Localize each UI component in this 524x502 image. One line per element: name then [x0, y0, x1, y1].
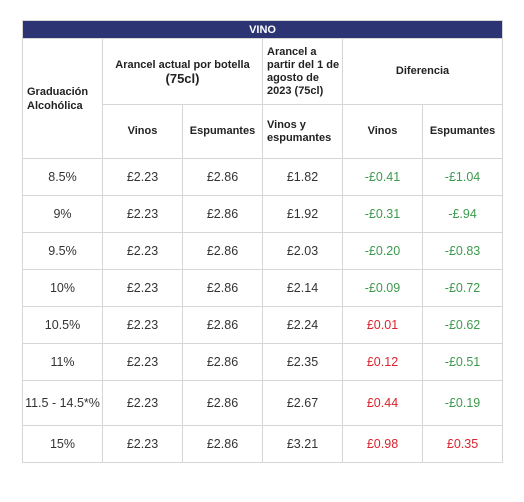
cell-vinos: £2.23 — [102, 195, 183, 233]
cell-espumantes: £2.86 — [182, 269, 263, 307]
cell-espumantes: £2.86 — [182, 232, 263, 270]
cell-arancel-nuevo: £1.92 — [262, 195, 343, 233]
cell-espumantes: £2.86 — [182, 425, 263, 463]
cell-graduacion: 11% — [22, 343, 103, 381]
cell-dif-espumantes: £0.35 — [421, 425, 504, 463]
cell-graduacion: 9% — [22, 195, 103, 233]
cell-dif-espumantes: -£1.04 — [421, 158, 504, 196]
header-arancel-actual-line2: (75cl) — [165, 70, 200, 86]
cell-espumantes: £2.86 — [182, 158, 263, 196]
cell-dif-vinos: -£0.20 — [342, 232, 423, 270]
cell-dif-espumantes: -£0.51 — [421, 343, 504, 381]
cell-vinos: £2.23 — [102, 158, 183, 196]
cell-dif-vinos: -£0.09 — [342, 269, 423, 307]
cell-espumantes: £2.86 — [182, 343, 263, 381]
cell-vinos: £2.23 — [102, 306, 183, 344]
header-vinos-y-espumantes: Vinos y espumantes — [262, 104, 343, 159]
cell-graduacion: 9.5% — [22, 232, 103, 270]
header-diferencia: Diferencia — [341, 38, 504, 105]
cell-arancel-nuevo: £2.24 — [262, 306, 343, 344]
cell-dif-espumantes: -£0.62 — [421, 306, 504, 344]
cell-dif-espumantes: -£.94 — [421, 195, 504, 233]
cell-espumantes: £2.86 — [182, 195, 263, 233]
cell-graduacion: 10% — [22, 269, 103, 307]
table-row: 10% £2.23 £2.86 £2.14 -£0.09 -£0.72 — [22, 269, 504, 307]
cell-arancel-nuevo: £2.03 — [262, 232, 343, 270]
header-graduacion: Graduación Alcohólica — [22, 38, 103, 159]
header-dif-espumantes: Espumantes — [421, 104, 504, 159]
cell-dif-espumantes: -£0.83 — [421, 232, 504, 270]
cell-dif-vinos: £0.44 — [342, 380, 423, 426]
header-arancel-actual-line1: Arancel actual por botella — [115, 58, 250, 71]
duty-table: VINO Graduación Alcohólica Arancel actua… — [21, 20, 504, 463]
header-dif-vinos: Vinos — [342, 104, 423, 159]
table-body: 8.5% £2.23 £2.86 £1.82 -£0.41 -£1.04 9% £2.23 £2… — [22, 158, 504, 463]
cell-vinos: £2.23 — [102, 269, 183, 307]
cell-arancel-nuevo: £3.21 — [262, 425, 343, 463]
cell-vinos: £2.23 — [102, 425, 183, 463]
header-row-1: Graduación Alcohólica Arancel actual por… — [22, 38, 504, 159]
cell-graduacion: 11.5 - 14.5*% — [22, 380, 103, 426]
cell-graduacion: 10.5% — [22, 306, 103, 344]
cell-dif-vinos: -£0.31 — [342, 195, 423, 233]
cell-dif-espumantes: -£0.19 — [421, 380, 504, 426]
table-row: 11% £2.23 £2.86 £2.35 £0.12 -£0.51 — [22, 343, 504, 381]
header-vinos: Vinos — [102, 104, 183, 159]
cell-vinos: £2.23 — [102, 380, 183, 426]
cell-vinos: £2.23 — [102, 232, 183, 270]
cell-arancel-nuevo: £2.35 — [262, 343, 343, 381]
table-row: 8.5% £2.23 £2.86 £1.82 -£0.41 -£1.04 — [22, 158, 504, 196]
cell-dif-vinos: £0.01 — [342, 306, 423, 344]
cell-dif-vinos: £0.12 — [342, 343, 423, 381]
cell-dif-vinos: -£0.41 — [342, 158, 423, 196]
title-row: VINO — [21, 20, 504, 39]
cell-dif-espumantes: -£0.72 — [421, 269, 504, 307]
cell-graduacion: 15% — [22, 425, 103, 463]
cell-espumantes: £2.86 — [182, 306, 263, 344]
table-row: 15% £2.23 £2.86 £3.21 £0.98 £0.35 — [22, 425, 504, 463]
header-arancel-nuevo: Arancel a partir del 1 de agosto de 2023… — [262, 38, 343, 105]
cell-arancel-nuevo: £1.82 — [262, 158, 343, 196]
cell-dif-vinos: £0.98 — [342, 425, 423, 463]
header-espumantes: Espumantes — [182, 104, 263, 159]
table-row: 9.5% £2.23 £2.86 £2.03 -£0.20 -£0.83 — [22, 232, 504, 270]
cell-vinos: £2.23 — [102, 343, 183, 381]
cell-arancel-nuevo: £2.67 — [262, 380, 343, 426]
cell-espumantes: £2.86 — [182, 380, 263, 426]
cell-arancel-nuevo: £2.14 — [262, 269, 343, 307]
table-title: VINO — [21, 20, 504, 39]
header-row-2: Vinos Espumantes Vinos y espumantes Vino… — [23, 104, 504, 159]
header-arancel-actual: Arancel actual por botella (75cl) — [102, 38, 263, 105]
table-row: 10.5% £2.23 £2.86 £2.24 £0.01 -£0.62 — [22, 306, 504, 344]
table-row: 11.5 - 14.5*% £2.23 £2.86 £2.67 £0.44 -£0.19 — [22, 380, 504, 426]
cell-graduacion: 8.5% — [22, 158, 103, 196]
table-row: 9% £2.23 £2.86 £1.92 -£0.31 -£.94 — [22, 195, 504, 233]
